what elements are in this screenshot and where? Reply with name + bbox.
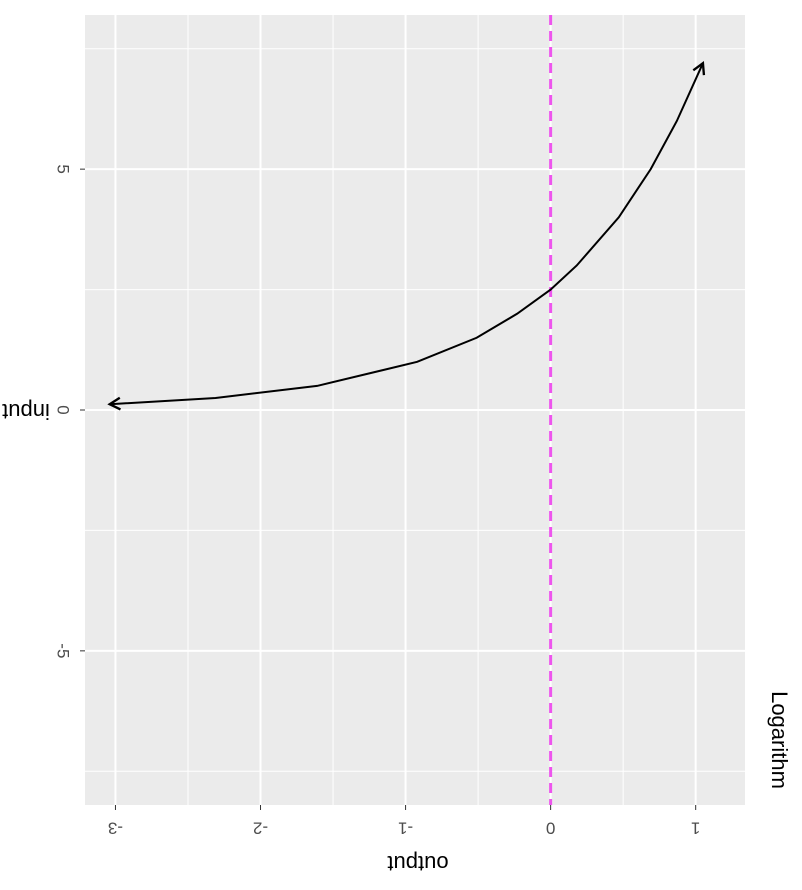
y-tick-label: 0 <box>54 405 73 414</box>
y-tick-label: 5 <box>54 164 73 173</box>
x-tick-label: 0 <box>546 819 555 838</box>
x-tick-label: 1 <box>691 819 700 838</box>
x-axis-label: output <box>387 851 448 876</box>
x-tick-label: -1 <box>398 819 413 838</box>
x-tick-label: -3 <box>108 819 123 838</box>
y-axis-label: input <box>2 399 50 424</box>
y-tick-label: -5 <box>54 643 73 658</box>
line <box>110 63 703 404</box>
x-tick-label: -2 <box>253 819 268 838</box>
chart-title: Logarithm <box>767 691 792 789</box>
